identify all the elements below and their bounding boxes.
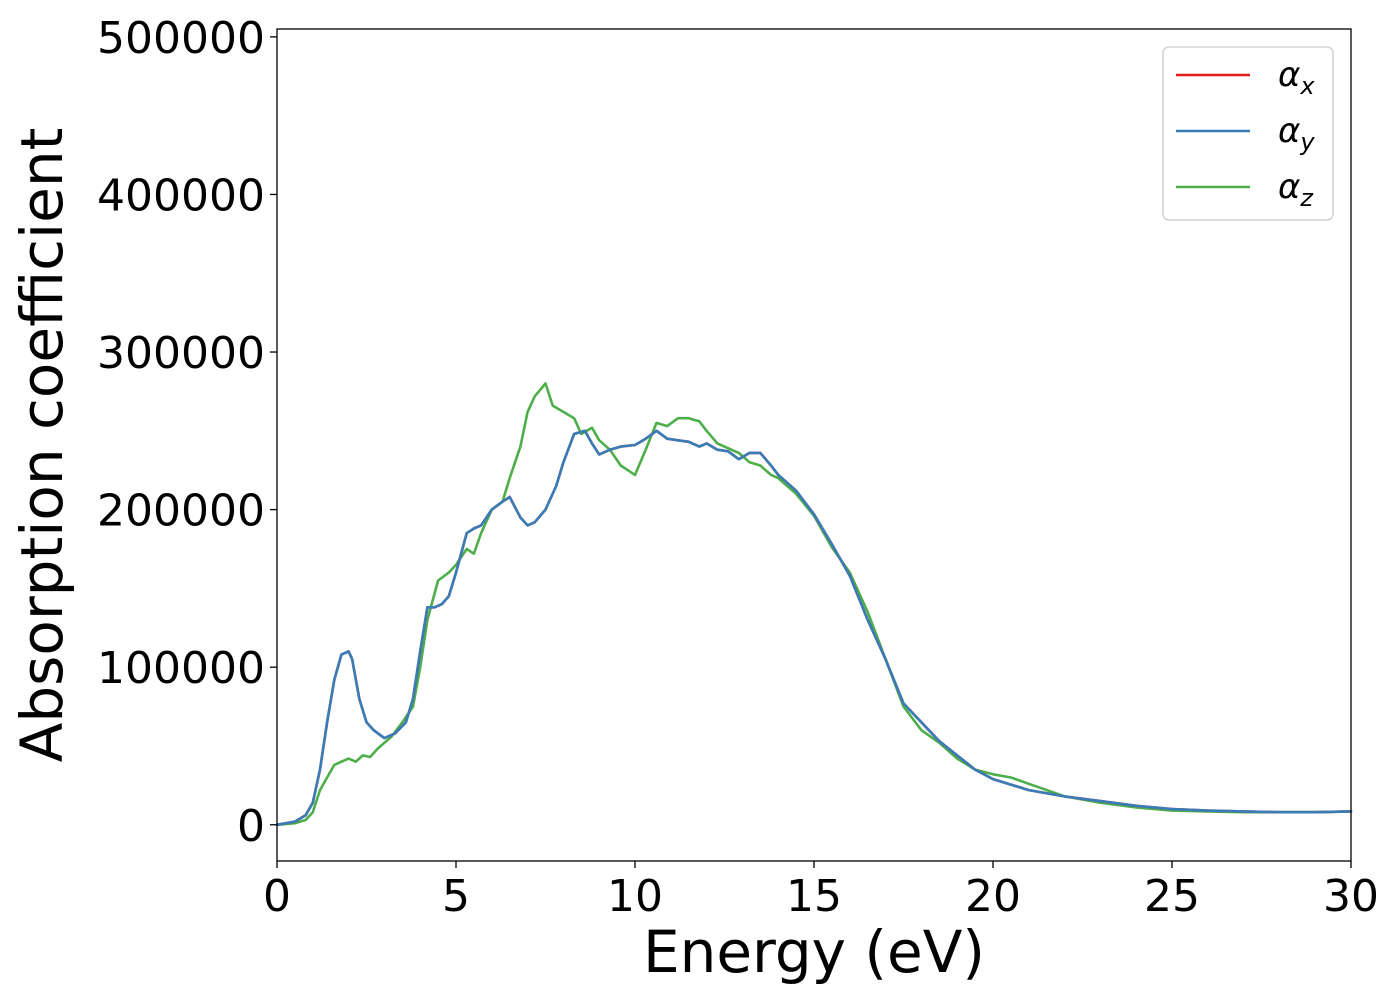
series-line-z bbox=[275, 382, 1353, 827]
y-tick-label: 400000 bbox=[97, 170, 265, 221]
y-tick-label: 200000 bbox=[97, 486, 265, 537]
x-tick-label: 10 bbox=[607, 871, 663, 922]
legend-label-x: αx bbox=[1278, 55, 1315, 100]
x-axis-title: Energy (eV) bbox=[643, 918, 985, 986]
legend-label-y: αy bbox=[1278, 111, 1315, 156]
axis-ticks: 0 5 10 15 20 25 30 0 100000 200000 300000 400000 500… bbox=[97, 13, 1379, 922]
series-lines bbox=[275, 382, 1353, 827]
y-tick-label: 100000 bbox=[97, 643, 265, 694]
x-tick-label: 30 bbox=[1323, 871, 1379, 922]
y-tick-label: 300000 bbox=[97, 328, 265, 379]
legend: αx αy αz bbox=[1162, 46, 1334, 221]
x-tick-label: 20 bbox=[965, 871, 1021, 922]
x-tick-label: 0 bbox=[263, 871, 291, 922]
y-axis-title: Absorption coefficient bbox=[8, 128, 76, 763]
x-tick-label: 5 bbox=[442, 871, 470, 922]
y-tick-label: 500000 bbox=[97, 13, 265, 64]
legend-box bbox=[1162, 46, 1334, 221]
x-tick-label: 15 bbox=[786, 871, 842, 922]
x-tick-label: 25 bbox=[1144, 871, 1200, 922]
y-tick-label: 0 bbox=[237, 801, 265, 852]
series-line-y bbox=[275, 429, 1353, 827]
legend-label-z: αz bbox=[1278, 167, 1314, 212]
